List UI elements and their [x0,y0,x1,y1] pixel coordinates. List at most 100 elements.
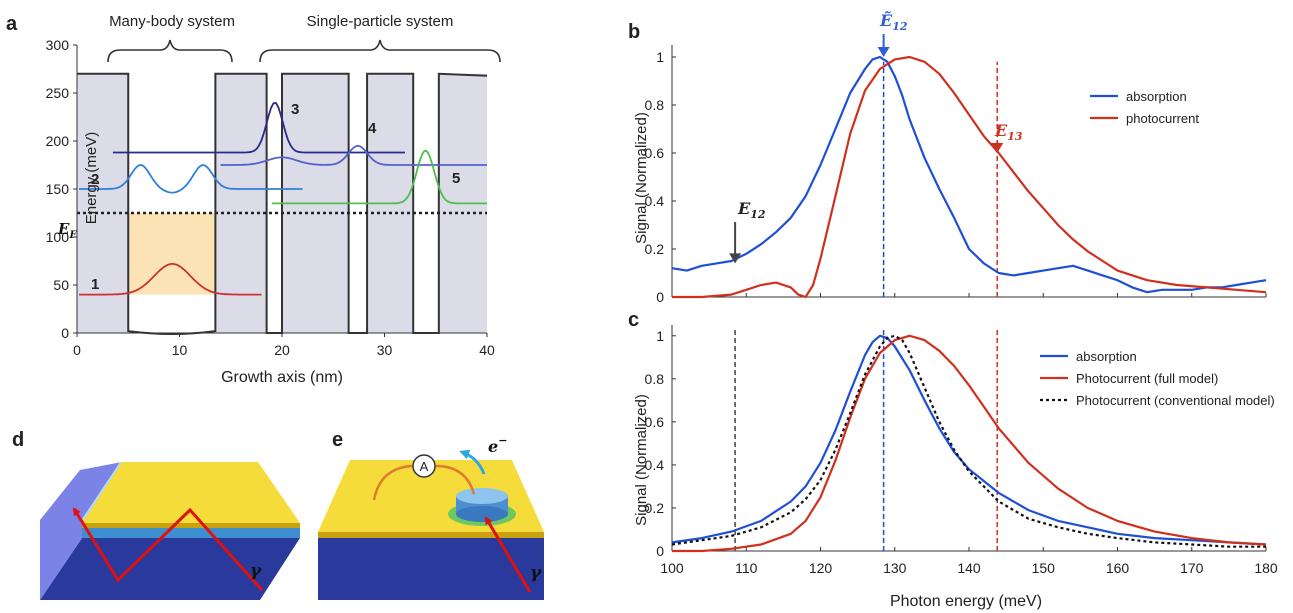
panel-b-series [671,55,1267,299]
arrow-e13-head [991,143,1004,153]
device-d-facet [40,462,122,600]
well-2 [266,71,282,334]
mesa-top [456,488,508,504]
xtick-label: 170 [1180,560,1204,576]
annotation-e13: E13 [994,121,1023,143]
wavefunction-5 [271,149,487,205]
state-label-5: 5 [452,170,460,187]
panel-a-xlabel: Growth axis (nm) [221,369,343,386]
panel-b-ylabel: Signal (Normalized) [633,112,650,244]
xtick-label: 130 [883,560,907,576]
panel-letter-d: d [12,429,24,451]
electron-label: e− [488,434,507,456]
panel-c-series [671,329,1267,553]
state-label-2: 2 [91,171,99,188]
panel-a-ylabel: Energy (meV) [83,132,100,225]
ammeter-label: A [420,459,429,474]
ytick-label: 0.2 [645,241,665,257]
light-arrow-d [72,507,81,517]
wavefunction-3 [112,102,405,154]
panel-a-ytick-label: 100 [46,229,70,245]
panel-c-xlabel: Photon energy (meV) [890,593,1042,610]
series-line-1 [671,55,1267,294]
state-label-3: 3 [291,101,299,118]
panel-a-xtick-label: 20 [274,342,290,358]
xtick-label: 140 [957,560,981,576]
many-body-label: Many-body system [109,13,235,30]
ytick-label: 0.4 [645,457,665,473]
electron-arrow [459,449,486,475]
panel-d: d γ [12,429,300,600]
annotation-arrows [729,34,1004,264]
panel-letter-a: a [6,13,18,35]
ytick-label: 0.8 [645,371,665,387]
xtick-label: 120 [809,560,833,576]
ammeter-icon [412,454,436,478]
wavefunctions [79,102,487,296]
state-1-fill [128,213,216,295]
panel-a: a 0 50 100 150 200 250 300 0 10 20 30 40 Energy (me… [6,13,501,386]
single-particle-label: Single-particle system [307,13,454,30]
single-particle-bracket [259,39,501,63]
panel-a-ytick-label: 300 [46,37,70,53]
panel-a-ytick-label: 50 [53,277,69,293]
ytick-label: 0.4 [645,193,665,209]
device-d-facet-highlight [80,462,122,523]
device-d-top-edge [82,523,300,528]
arrow-e12-tilde-head [877,47,890,57]
panel-letter-c: c [628,309,639,331]
panel-a-xtick-label: 10 [172,342,188,358]
panel-c-legend: absorption Photocurrent (full model) Photo… [1040,349,1275,408]
legend-label-2: photocurrent [1126,111,1199,126]
well-4 [413,71,439,334]
state-label-4: 4 [368,120,377,137]
state-label-1: 1 [91,276,99,293]
ytick-label: 1 [656,328,664,344]
wavefunction-2 [79,164,303,194]
panel-b-legend: absorption photocurrent [1090,89,1199,126]
xtick-label: 110 [735,560,758,576]
panel-b-axes: 0 0.2 0.4 0.6 0.8 1 [645,45,1267,305]
panel-a-ytick-label: 150 [46,181,70,197]
arrow-e12-head [729,253,742,264]
ytick-label: 1 [656,49,664,65]
ytick-label: 0.2 [645,500,665,516]
many-body-bracket [107,39,233,63]
panel-e: e A e− γ [318,429,544,600]
wire-right [435,464,476,495]
legend-label-3: Photocurrent (conventional model) [1076,393,1275,408]
gamma-label-d: γ [250,561,262,581]
legend-label-2: Photocurrent (full model) [1076,371,1218,386]
xtick-label: 100 [660,560,684,576]
panel-a-xtick-label: 40 [479,342,495,358]
xtick-label: 160 [1106,560,1130,576]
legend-label-1: absorption [1126,89,1187,104]
gamma-label-e: γ [530,563,542,583]
well-3 [348,71,368,334]
mesa-base [456,506,508,522]
legend-label-1: absorption [1076,349,1137,364]
panel-letter-b: b [628,21,640,43]
series-line-2 [672,334,1267,553]
panel-c-axes: 0 0.2 0.4 0.6 0.8 1 100 110 120 130 140 150 160 170 18… [645,325,1278,576]
device-d-active-layer [82,528,300,538]
device-e-substrate [318,538,544,600]
annotation-e12-tilde: Ẽ12 [879,9,908,33]
device-d-substrate-front [40,538,300,600]
xtick-label: 180 [1254,560,1278,576]
light-arrow-e [484,516,532,593]
light-path-d [74,507,264,592]
panel-c-ylabel: Signal (Normalized) [633,394,650,526]
xtick-label: 150 [1032,560,1056,576]
panel-b: b 0 0.2 0.4 0.6 0.8 1 Signal (Normalized) abs… [628,9,1267,305]
ytick-label: 0 [656,543,664,559]
series-line-3 [671,334,1266,548]
panel-a-ytick-label: 200 [46,133,70,149]
fermi-label: EF [57,220,77,241]
ytick-label: 0.6 [645,414,665,430]
panel-a-xtick-label: 0 [73,342,81,358]
panel-a-axes: 0 50 100 150 200 250 300 0 10 20 30 40 [46,37,495,358]
panel-letter-e: e [332,429,343,451]
device-d-top-contact [82,462,300,523]
